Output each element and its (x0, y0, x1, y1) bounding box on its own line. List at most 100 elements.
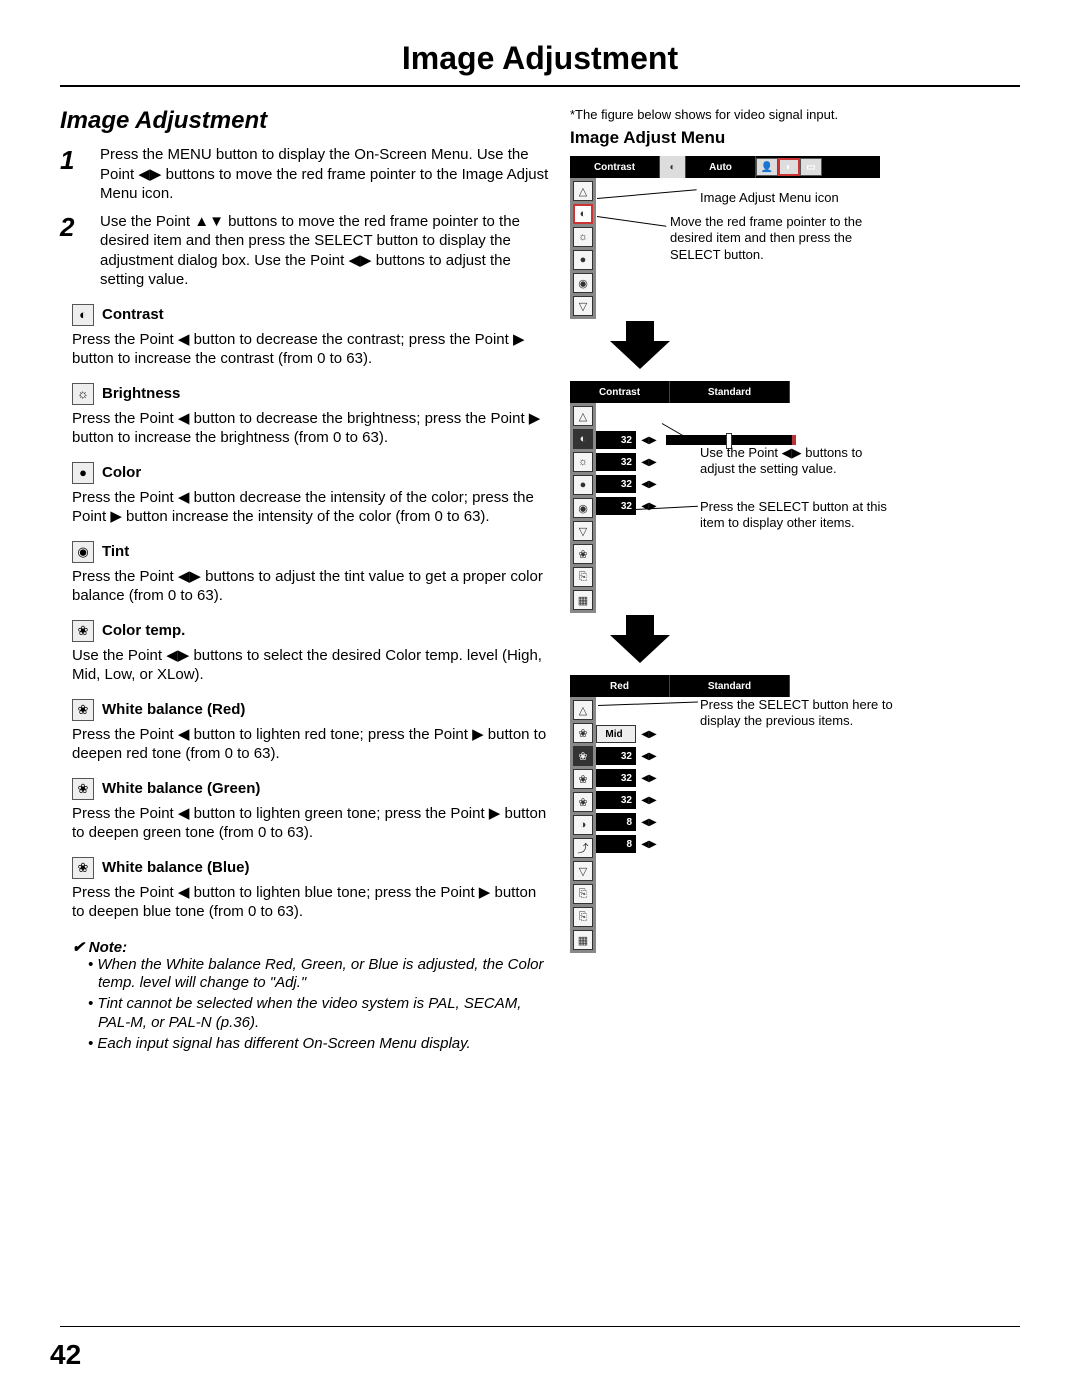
reset-icon: ⎘ (573, 884, 593, 904)
setting-label: White balance (Red) (102, 701, 245, 718)
right-column: *The figure below shows for video signal… (570, 107, 1020, 1055)
menu-header: Contrast ◐ Auto 👤 ◐ ▭ (570, 156, 880, 178)
menu-header: Red Standard (570, 675, 790, 697)
adjust-arrows-icon: ◀▶ (639, 479, 659, 490)
wb-red-icon: ❀ (72, 699, 94, 721)
contrast-icon: ◐ (573, 429, 593, 449)
colortemp-icon: ❀ (573, 544, 593, 564)
down-arrow-icon (610, 321, 670, 371)
adjust-arrows-icon: ◀▶ (639, 817, 659, 828)
quit-icon: ▦ (573, 590, 593, 610)
up-icon: △ (573, 700, 593, 720)
setting-brightness: ☼ Brightness Press the Point ◀ button to… (72, 383, 550, 448)
step-2: 2 Use the Point ▲▼ buttons to move the r… (60, 212, 550, 290)
value-cell: 32 (596, 431, 636, 449)
setting-label: Color temp. (102, 622, 185, 639)
setting-desc: Press the Point ◀ button to decrease the… (72, 409, 550, 448)
left-column: Image Adjustment 1 Press the MENU button… (60, 107, 550, 1055)
menu-icon-column: △ ◐ ☼ ● ◉ ▽ (570, 178, 596, 319)
setting-desc: Press the Point ◀ button to lighten red … (72, 725, 550, 764)
brightness-icon: ☼ (72, 383, 94, 405)
top-icon-selected: ◐ (778, 158, 800, 176)
adjust-arrows-icon: ◀▶ (639, 729, 659, 740)
brightness-icon: ☼ (573, 227, 593, 247)
value-cell: 8 (596, 835, 636, 853)
value-cell: 32 (596, 475, 636, 493)
adjust-arrows-icon: ◀▶ (639, 795, 659, 806)
setting-label: White balance (Green) (102, 780, 260, 797)
menu-header-right: Standard (670, 675, 790, 697)
setting-label: White balance (Blue) (102, 859, 250, 876)
value-cell: 32 (596, 497, 636, 515)
setting-wb-red: ❀ White balance (Red) Press the Point ◀ … (72, 699, 550, 764)
gamma-icon: ⤴ (573, 838, 593, 858)
setting-label: Tint (102, 543, 129, 560)
step-number: 2 (60, 212, 90, 243)
tint-icon: ◉ (72, 541, 94, 563)
value-cell: 32 (596, 769, 636, 787)
step-text: Use the Point ▲▼ buttons to move the red… (100, 212, 550, 290)
value-cell: 32 (596, 453, 636, 471)
menu-body: △ ❀ ❀ ❀ ❀ ◑ ⤴ ▽ ⎘ ⎘ ▦ Mid◀▶ 32◀▶ 32◀▶ 32… (570, 697, 1020, 953)
page-number: 42 (50, 1339, 81, 1371)
color-icon: ● (573, 475, 593, 495)
bottom-rule (60, 1326, 1020, 1327)
adjust-arrows-icon: ◀▶ (639, 457, 659, 468)
menu-figure-3: Red Standard △ ❀ ❀ ❀ ❀ ◑ ⤴ ▽ ⎘ ⎘ ▦ (570, 675, 1020, 953)
tint-icon: ◉ (573, 273, 593, 293)
down-arrow-icon (610, 615, 670, 665)
wb-green-icon: ❀ (573, 769, 593, 789)
annotation-2: Move the red frame pointer to the desire… (670, 214, 880, 263)
figure-caption: *The figure below shows for video signal… (570, 107, 1020, 122)
setting-label: Brightness (102, 385, 180, 402)
menu-header: Contrast Standard (570, 381, 790, 403)
step-1: 1 Press the MENU button to display the O… (60, 145, 550, 204)
menu-icon-column: △ ❀ ❀ ❀ ❀ ◑ ⤴ ▽ ⎘ ⎘ ▦ (570, 697, 596, 953)
contrast-icon: ◐ (72, 304, 94, 326)
contrast-icon: ◐ (573, 204, 593, 224)
annotation-4: Press the SELECT button at this item to … (700, 499, 900, 532)
value-cell: 8 (596, 813, 636, 831)
note-item: • When the White balance Red, Green, or … (88, 956, 550, 994)
setting-label: Contrast (102, 306, 164, 323)
value-column: Mid◀▶ 32◀▶ 32◀▶ 32◀▶ 8◀▶ 8◀▶ (596, 697, 659, 953)
wb-red-icon: ❀ (573, 746, 593, 766)
value-cell: 32 (596, 791, 636, 809)
setting-wb-green: ❀ White balance (Green) Press the Point … (72, 778, 550, 843)
sharpness-icon: ◑ (573, 815, 593, 835)
setting-color: ● Color Press the Point ◀ button decreas… (72, 462, 550, 527)
up-icon: △ (573, 406, 593, 426)
setting-desc: Press the Point ◀ button to lighten blue… (72, 883, 550, 922)
setting-wb-blue: ❀ White balance (Blue) Press the Point ◀… (72, 857, 550, 922)
menu-header-left: Contrast (570, 156, 660, 178)
setting-contrast: ◐ Contrast Press the Point ◀ button to d… (72, 304, 550, 369)
up-icon: △ (573, 181, 593, 201)
wb-blue-icon: ❀ (72, 857, 94, 879)
title-rule (60, 85, 1020, 87)
quit-icon: ▦ (573, 930, 593, 950)
down-icon: ▽ (573, 296, 593, 316)
note-item: • Tint cannot be selected when the video… (88, 995, 550, 1033)
top-icon: 👤 (756, 158, 778, 176)
store-icon: ⎘ (573, 567, 593, 587)
annotation-3: Use the Point ◀▶ buttons to adjust the s… (700, 445, 900, 478)
menu-icon-column: △ ◐ ☼ ● ◉ ▽ ❀ ⎘ ▦ (570, 403, 596, 613)
wb-green-icon: ❀ (72, 778, 94, 800)
setting-label: Color (102, 464, 141, 481)
step-number: 1 (60, 145, 90, 176)
value-cell: 32 (596, 747, 636, 765)
note-heading: ✔ Note: (72, 938, 550, 956)
adjust-arrows-icon: ◀▶ (639, 751, 659, 762)
brightness-icon: ☼ (573, 452, 593, 472)
setting-tint: ◉ Tint Press the Point ◀▶ buttons to adj… (72, 541, 550, 606)
annotation-5: Press the SELECT button here to display … (700, 697, 910, 730)
setting-desc: Press the Point ◀ button decrease the in… (72, 488, 550, 527)
header-icon: ◐ (660, 156, 686, 178)
note-item: • Each input signal has different On-Scr… (88, 1035, 550, 1054)
section-heading: Image Adjustment (60, 107, 550, 135)
color-icon: ● (573, 250, 593, 270)
adjust-arrows-icon: ◀▶ (639, 501, 659, 512)
menu-header-left: Contrast (570, 381, 670, 403)
down-icon: ▽ (573, 521, 593, 541)
value-cell: Mid (596, 725, 636, 743)
